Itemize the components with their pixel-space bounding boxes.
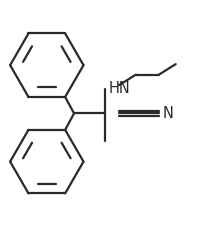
Text: HN: HN [109, 81, 130, 96]
Text: N: N [163, 106, 174, 121]
